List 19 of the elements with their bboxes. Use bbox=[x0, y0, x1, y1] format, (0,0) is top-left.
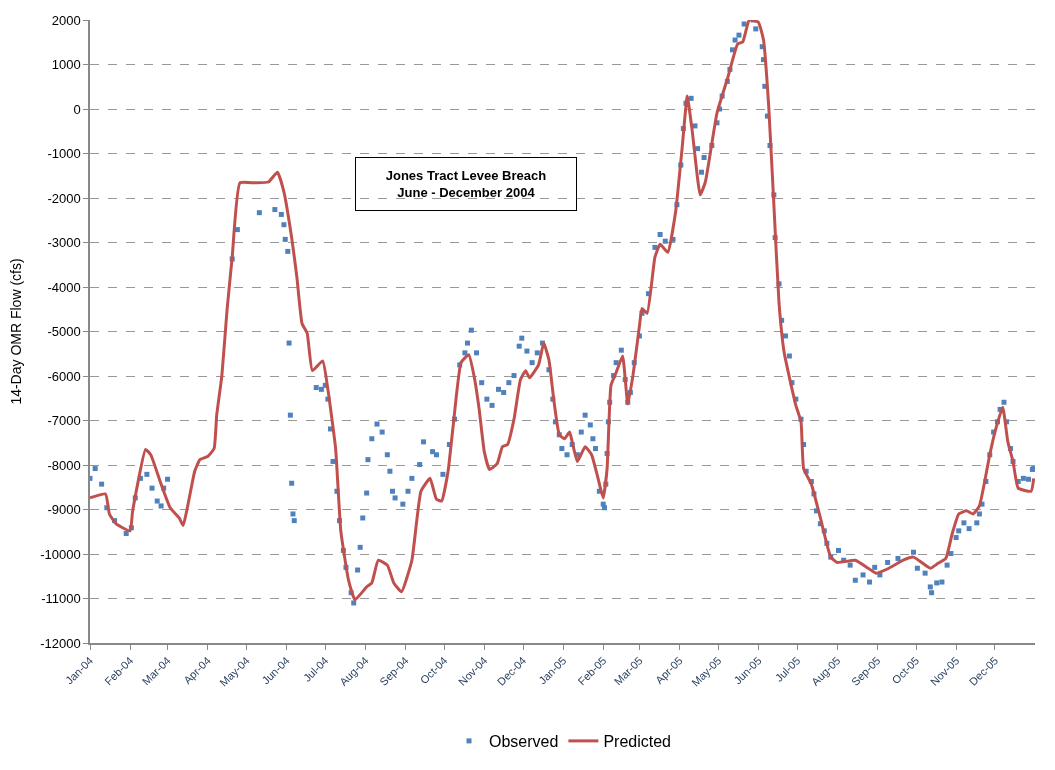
y-tick-label: -12000 bbox=[40, 635, 81, 651]
y-tick-label: -8000 bbox=[47, 457, 81, 473]
y-tick-label: -9000 bbox=[47, 502, 81, 518]
y-tick-label: 1000 bbox=[51, 57, 81, 73]
legend-label: Observed bbox=[489, 733, 559, 751]
y-tick-label: -10000 bbox=[40, 546, 81, 562]
y-axis-title: 14-Day OMR Flow (cfs) bbox=[8, 258, 25, 405]
y-tick-label: 0 bbox=[73, 101, 81, 117]
y-tick-label: -11000 bbox=[41, 591, 81, 607]
y-tick-label: -4000 bbox=[47, 279, 81, 295]
y-tick-label: -3000 bbox=[47, 235, 81, 251]
y-tick-label: -2000 bbox=[47, 190, 81, 206]
y-tick-label: -7000 bbox=[47, 413, 81, 429]
y-tick-label: -6000 bbox=[47, 368, 81, 384]
y-tick-label: 2000 bbox=[51, 12, 81, 28]
y-tick-label: -1000 bbox=[47, 146, 81, 162]
annotation: Jones Tract Levee Breach June - December 2004 bbox=[385, 168, 547, 200]
legend-label: Predicted bbox=[603, 733, 671, 751]
y-tick-label: -5000 bbox=[47, 324, 81, 340]
